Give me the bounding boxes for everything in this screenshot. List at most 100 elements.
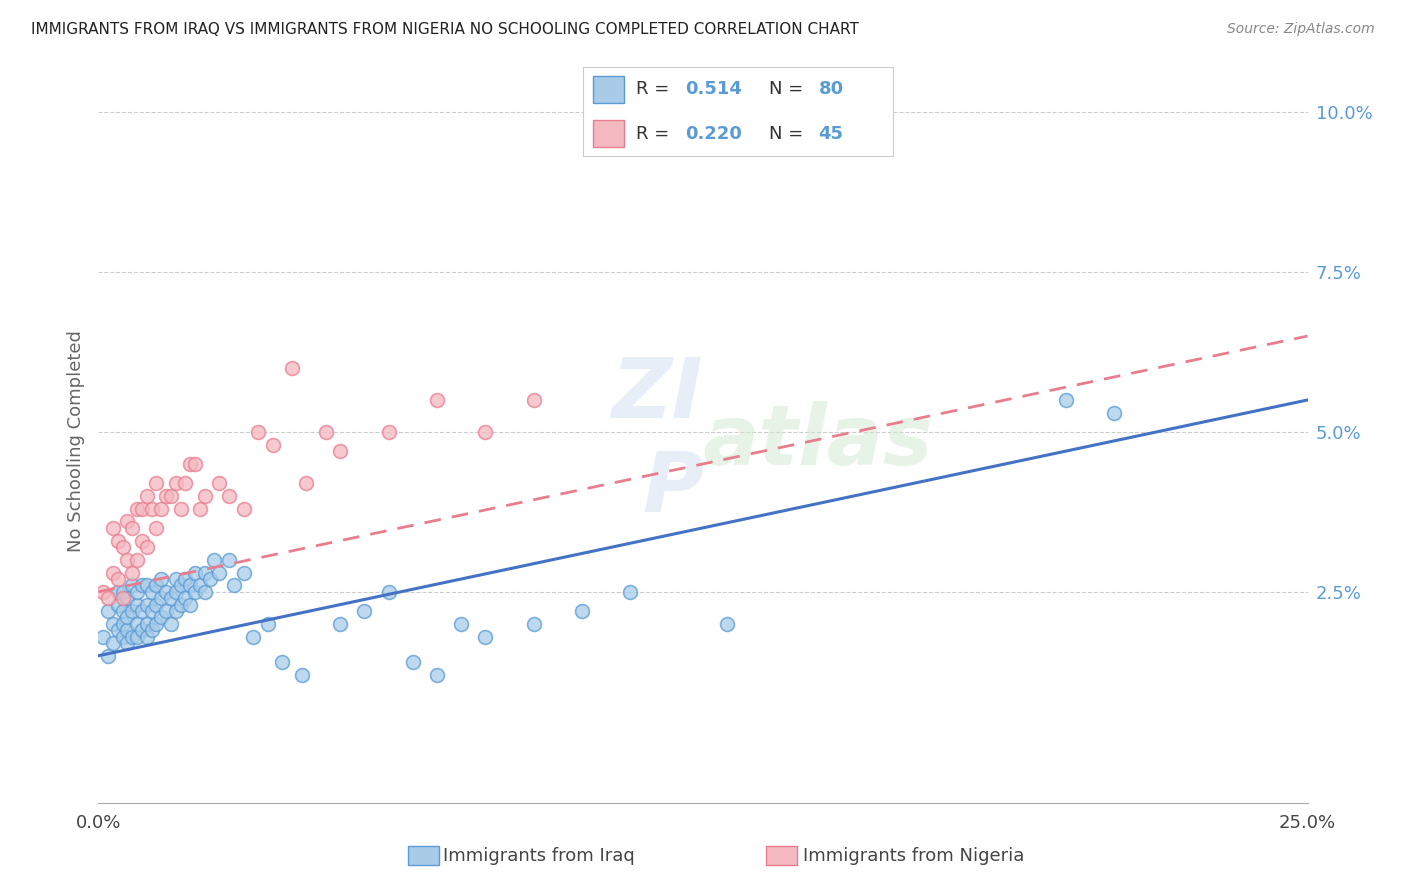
Point: [329, 444, 352, 458]
Point: [145, 476, 167, 491]
Point: [218, 553, 240, 567]
Point: [377, 584, 399, 599]
Point: [353, 604, 375, 618]
Point: [188, 501, 211, 516]
Point: [160, 591, 183, 606]
Point: [174, 476, 197, 491]
Point: [117, 623, 139, 637]
Point: [619, 137, 641, 152]
Point: [165, 572, 187, 586]
Point: [121, 578, 143, 592]
Point: [160, 616, 183, 631]
Point: [117, 610, 139, 624]
Point: [194, 489, 217, 503]
Point: [127, 616, 149, 631]
Point: [150, 501, 173, 516]
Point: [101, 636, 124, 650]
Point: [131, 604, 153, 618]
Point: [141, 501, 163, 516]
Point: [426, 668, 449, 682]
Point: [198, 572, 221, 586]
Point: [107, 572, 129, 586]
Point: [101, 616, 124, 631]
Point: [169, 501, 191, 516]
Point: [523, 392, 546, 407]
Point: [179, 457, 201, 471]
Point: [131, 533, 153, 548]
Point: [315, 425, 337, 439]
Point: [571, 604, 593, 618]
Point: [218, 489, 240, 503]
Point: [145, 616, 167, 631]
Point: [121, 604, 143, 618]
Point: [127, 553, 149, 567]
Point: [101, 521, 124, 535]
Point: [117, 591, 139, 606]
Point: [111, 584, 134, 599]
Point: [117, 515, 139, 529]
Point: [107, 533, 129, 548]
Point: [150, 591, 173, 606]
Point: [121, 630, 143, 644]
Point: [107, 598, 129, 612]
Point: [377, 425, 399, 439]
Point: [127, 501, 149, 516]
Point: [281, 361, 304, 376]
Point: [127, 584, 149, 599]
Point: [194, 584, 217, 599]
Point: [160, 489, 183, 503]
Point: [184, 584, 207, 599]
Point: [188, 578, 211, 592]
Point: [474, 630, 496, 644]
Point: [232, 501, 254, 516]
Point: [208, 476, 231, 491]
Point: [131, 501, 153, 516]
Point: [97, 648, 120, 663]
Point: [155, 604, 177, 618]
Point: [222, 578, 245, 592]
Point: [474, 425, 496, 439]
Point: [194, 566, 217, 580]
Point: [111, 616, 134, 631]
Point: [127, 630, 149, 644]
Point: [91, 584, 114, 599]
Point: [165, 584, 187, 599]
Point: [155, 584, 177, 599]
Point: [295, 476, 318, 491]
Point: [135, 616, 157, 631]
Point: [262, 438, 284, 452]
Point: [135, 630, 157, 644]
Text: 0.220: 0.220: [686, 125, 742, 143]
Point: [232, 566, 254, 580]
Point: [165, 476, 187, 491]
FancyBboxPatch shape: [593, 76, 624, 103]
FancyBboxPatch shape: [593, 120, 624, 147]
Point: [131, 623, 153, 637]
Point: [141, 604, 163, 618]
Point: [107, 623, 129, 637]
Point: [169, 598, 191, 612]
Point: [111, 591, 134, 606]
Point: [155, 489, 177, 503]
Point: [256, 616, 278, 631]
Point: [184, 457, 207, 471]
Text: R =: R =: [636, 125, 669, 143]
Point: [121, 566, 143, 580]
Point: [271, 655, 294, 669]
Point: [117, 636, 139, 650]
Text: Source: ZipAtlas.com: Source: ZipAtlas.com: [1227, 22, 1375, 37]
Point: [523, 616, 546, 631]
Point: [145, 578, 167, 592]
Point: [242, 630, 264, 644]
Text: R =: R =: [636, 80, 669, 98]
Text: IMMIGRANTS FROM IRAQ VS IMMIGRANTS FROM NIGERIA NO SCHOOLING COMPLETED CORRELATI: IMMIGRANTS FROM IRAQ VS IMMIGRANTS FROM …: [31, 22, 859, 37]
Point: [111, 630, 134, 644]
Point: [174, 591, 197, 606]
Text: ZI
P: ZI P: [612, 354, 703, 529]
Point: [204, 553, 226, 567]
Text: 80: 80: [818, 80, 844, 98]
Point: [290, 668, 312, 682]
Point: [402, 655, 425, 669]
Point: [141, 584, 163, 599]
Point: [179, 598, 201, 612]
